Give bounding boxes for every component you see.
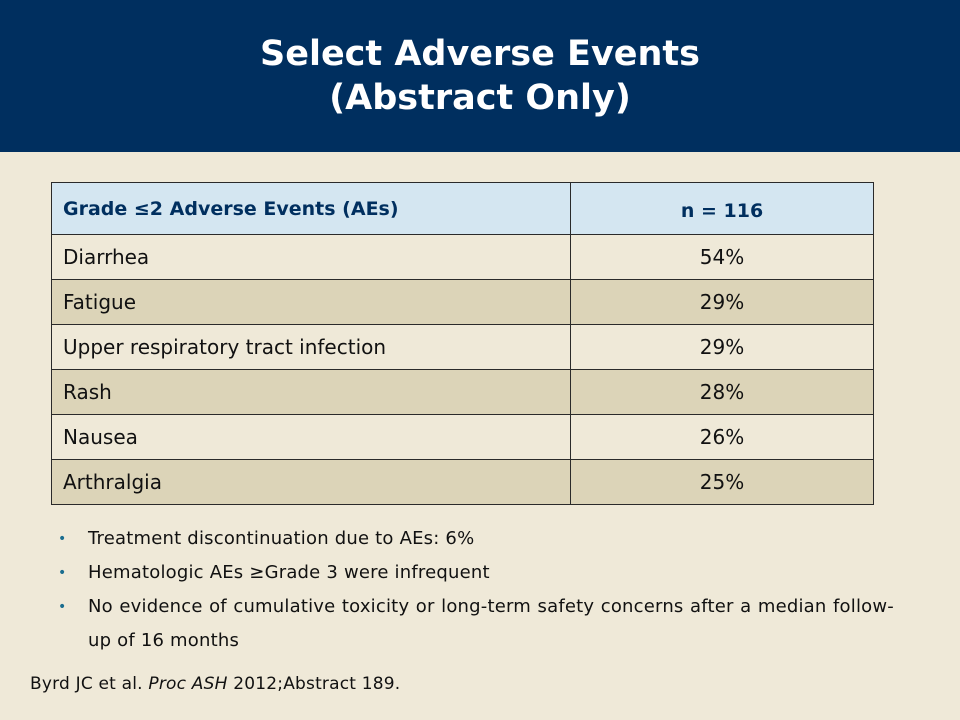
percent-cell: 28% (570, 369, 874, 415)
bullet-item: • Treatment discontinuation due to AEs: … (56, 522, 894, 556)
citation-detail: 2012;Abstract 189. (233, 674, 401, 694)
bullet-list: • Treatment discontinuation due to AEs: … (56, 522, 894, 658)
bullet-text: No evidence of cumulative toxicity or lo… (88, 596, 894, 651)
percent-cell: 25% (570, 459, 874, 505)
table-row: Diarrhea 54% (51, 234, 874, 280)
event-cell: Fatigue (51, 279, 571, 325)
table-header-event: Grade ≤2 Adverse Events (AEs) (51, 182, 571, 235)
event-cell: Arthralgia (51, 459, 571, 505)
citation-journal: Proc ASH (148, 674, 228, 694)
event-cell: Nausea (51, 414, 571, 460)
table-header-n: n = 116 (570, 182, 874, 235)
percent-cell: 54% (570, 234, 874, 280)
adverse-events-table: Grade ≤2 Adverse Events (AEs) n = 116 Di… (51, 182, 874, 505)
percent-cell: 29% (570, 324, 874, 370)
bullet-text: Hematologic AEs ≥Grade 3 were infrequent (88, 562, 490, 583)
bullet-item: • Hematologic AEs ≥Grade 3 were infreque… (56, 556, 894, 590)
citation: Byrd JC et al. Proc ASH 2012;Abstract 18… (30, 674, 400, 694)
bullet-dot-icon: • (58, 599, 67, 615)
bullet-dot-icon: • (58, 565, 67, 581)
citation-authors: Byrd JC et al. (30, 674, 143, 694)
table-row: Upper respiratory tract infection 29% (51, 324, 874, 370)
title-bar: Select Adverse Events (Abstract Only) (0, 0, 960, 152)
table-row: Arthralgia 25% (51, 459, 874, 505)
bullet-dot-icon: • (58, 531, 67, 547)
table-row: Rash 28% (51, 369, 874, 415)
percent-cell: 29% (570, 279, 874, 325)
bullet-item: • No evidence of cumulative toxicity or … (56, 590, 894, 658)
table-row: Fatigue 29% (51, 279, 874, 325)
event-cell: Diarrhea (51, 234, 571, 280)
slide-subtitle: (Abstract Only) (329, 78, 631, 118)
table-header-row: Grade ≤2 Adverse Events (AEs) n = 116 (51, 182, 874, 235)
event-cell: Rash (51, 369, 571, 415)
event-cell: Upper respiratory tract infection (51, 324, 571, 370)
percent-cell: 26% (570, 414, 874, 460)
table-row: Nausea 26% (51, 414, 874, 460)
bullet-text: Treatment discontinuation due to AEs: 6% (88, 528, 475, 549)
slide-title: Select Adverse Events (260, 34, 700, 74)
